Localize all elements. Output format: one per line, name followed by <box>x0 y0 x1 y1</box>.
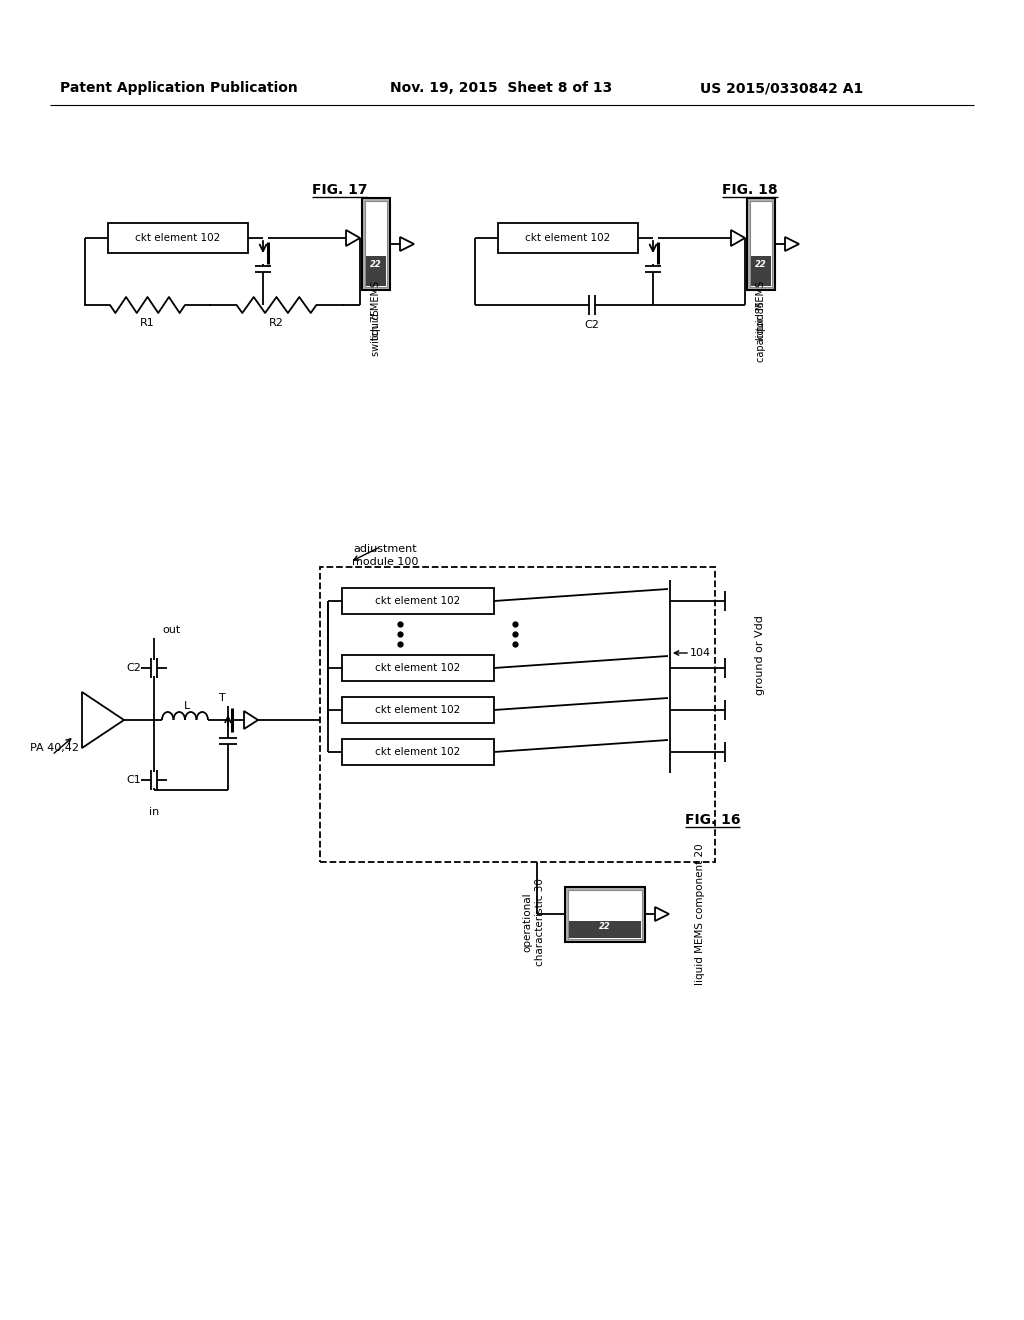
Bar <box>366 256 386 286</box>
Bar <box>565 887 645 942</box>
Text: characteristic 30: characteristic 30 <box>535 878 545 966</box>
Bar <box>342 739 494 766</box>
Text: T: T <box>219 693 225 704</box>
Text: FIG. 17: FIG. 17 <box>312 183 368 197</box>
Text: C2: C2 <box>585 319 599 330</box>
Text: ckt element 102: ckt element 102 <box>376 747 461 756</box>
Bar <box>746 198 775 290</box>
Text: 104: 104 <box>690 648 711 657</box>
Text: liquid MEMS: liquid MEMS <box>756 280 766 339</box>
Text: adjustment: adjustment <box>353 544 417 554</box>
Text: out: out <box>162 624 180 635</box>
Bar <box>362 198 390 290</box>
Text: in: in <box>148 807 159 817</box>
Text: ckt element 102: ckt element 102 <box>525 234 610 243</box>
Bar <box>568 890 642 939</box>
Text: 22: 22 <box>370 260 382 269</box>
Bar <box>342 655 494 681</box>
Text: module 100: module 100 <box>352 557 418 568</box>
Text: C1: C1 <box>127 775 141 785</box>
Text: R2: R2 <box>269 318 284 327</box>
Text: 22: 22 <box>755 260 767 269</box>
Text: L: L <box>184 701 190 711</box>
Text: ckt element 102: ckt element 102 <box>376 663 461 673</box>
Text: ckt element 102: ckt element 102 <box>135 234 220 243</box>
Bar <box>342 697 494 723</box>
Text: FIG. 18: FIG. 18 <box>722 183 778 197</box>
Text: capacitor 85: capacitor 85 <box>756 301 766 363</box>
Bar <box>365 201 387 286</box>
Bar <box>108 223 248 253</box>
Text: ground or Vdd: ground or Vdd <box>755 615 765 694</box>
Bar <box>751 256 771 286</box>
Bar <box>750 201 772 286</box>
Text: liquid MEMS component 20: liquid MEMS component 20 <box>695 843 705 985</box>
Bar <box>319 568 715 862</box>
Text: Patent Application Publication: Patent Application Publication <box>60 81 298 95</box>
Text: ckt element 102: ckt element 102 <box>376 705 461 715</box>
Text: PA 40,42: PA 40,42 <box>30 743 79 752</box>
Text: R1: R1 <box>140 318 155 327</box>
Text: liquid MEMS: liquid MEMS <box>371 280 381 339</box>
Text: ckt element 102: ckt element 102 <box>376 597 461 606</box>
Text: Nov. 19, 2015  Sheet 8 of 13: Nov. 19, 2015 Sheet 8 of 13 <box>390 81 612 95</box>
Text: switch 75: switch 75 <box>371 309 381 355</box>
Text: FIG. 16: FIG. 16 <box>685 813 740 828</box>
Bar <box>498 223 638 253</box>
Text: 22: 22 <box>599 923 611 931</box>
Bar <box>342 587 494 614</box>
Text: C2: C2 <box>127 663 141 673</box>
Bar <box>569 921 641 939</box>
Text: operational: operational <box>522 892 532 952</box>
Text: US 2015/0330842 A1: US 2015/0330842 A1 <box>700 81 863 95</box>
